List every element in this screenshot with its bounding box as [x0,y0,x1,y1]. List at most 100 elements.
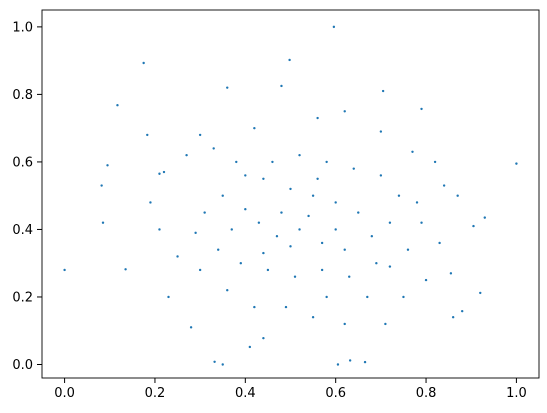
data-point [375,262,378,265]
data-point [244,207,247,211]
axes-frame [41,9,540,379]
data-point [433,160,437,164]
data-point [357,211,360,214]
data-point [124,268,127,271]
data-point [213,360,216,363]
data-point [212,147,215,150]
data-point [235,160,238,164]
data-point [343,110,346,113]
data-point [63,268,66,272]
data-point [379,174,383,177]
data-point [316,116,319,120]
data-point [424,278,428,282]
x-tick-label: 1.0 [506,386,527,401]
x-tick-0: 0.0 [54,378,75,401]
data-point [266,268,270,272]
data-point [363,360,367,364]
data-point [336,363,340,366]
data-point [158,228,161,231]
data-point [284,305,288,309]
data-point [280,211,283,214]
x-axis: 0.0 0.2 0.4 0.6 0.8 1.0 [54,378,527,401]
x-tick-5: 1.0 [506,378,527,401]
data-point [189,326,193,329]
data-point [325,295,328,299]
data-point [221,194,224,197]
data-point [343,322,346,326]
data-point [415,201,419,204]
y-tick-3: 0.6 [12,155,42,170]
data-point [198,268,202,272]
y-tick-label: 1.0 [12,20,33,35]
data-point [348,359,352,362]
data-point [239,262,242,265]
data-point [397,194,401,197]
data-point [307,214,310,218]
data-point [101,221,105,224]
data-point [176,255,179,258]
data-point [311,194,315,197]
data-point [167,295,170,299]
y-tick-1: 0.2 [12,290,42,305]
data-point [388,221,392,224]
data-point [162,170,166,174]
data-point [253,126,256,130]
data-point [289,187,292,191]
data-point [288,58,291,62]
data-point [366,295,369,299]
x-tick-1: 0.2 [145,378,166,401]
data-point [289,245,292,248]
y-tick-label: 0.0 [12,358,33,373]
data-point [253,305,256,309]
x-tick-label: 0.2 [145,386,166,401]
data-point [293,275,297,278]
y-tick-2: 0.4 [12,223,42,238]
data-point [198,133,202,137]
y-tick-label: 0.6 [12,155,33,170]
data-point [320,241,324,245]
x-tick-label: 0.4 [235,386,256,401]
data-point [449,272,453,275]
data-point [348,275,351,278]
data-point [298,153,301,157]
y-tick-label: 0.4 [12,223,33,238]
x-tick-4: 0.8 [416,378,437,401]
data-point [298,228,301,231]
data-point [280,84,283,88]
data-point [381,89,385,93]
data-point [262,177,265,181]
data-point [217,248,220,251]
data-point [460,309,464,313]
x-tick-3: 0.6 [325,378,346,401]
data-point [194,231,197,235]
data-point [343,248,346,251]
data-point [442,184,446,187]
data-point [472,224,475,228]
data-point [420,107,423,111]
data-point [334,228,337,231]
data-point [515,162,518,165]
data-point [158,172,161,175]
y-tick-label: 0.8 [12,88,33,103]
data-point [100,184,103,187]
data-point [149,201,152,204]
data-point [332,25,336,29]
y-tick-5: 1.0 [12,20,42,35]
data-point [479,291,482,295]
data-point [226,86,229,89]
data-point [262,251,265,255]
data-point [402,295,405,299]
data-point [420,221,423,224]
x-tick-label: 0.6 [325,386,346,401]
data-point [320,268,324,272]
data-point [316,177,319,181]
x-tick-label: 0.8 [416,386,437,401]
data-point [406,248,410,251]
data-point [411,150,414,153]
y-tick-0: 0.0 [12,358,42,373]
y-axis: 0.0 0.2 0.4 0.6 0.8 1.0 [12,20,42,373]
data-point [334,201,337,204]
data-point [257,221,261,224]
data-point [438,241,441,245]
